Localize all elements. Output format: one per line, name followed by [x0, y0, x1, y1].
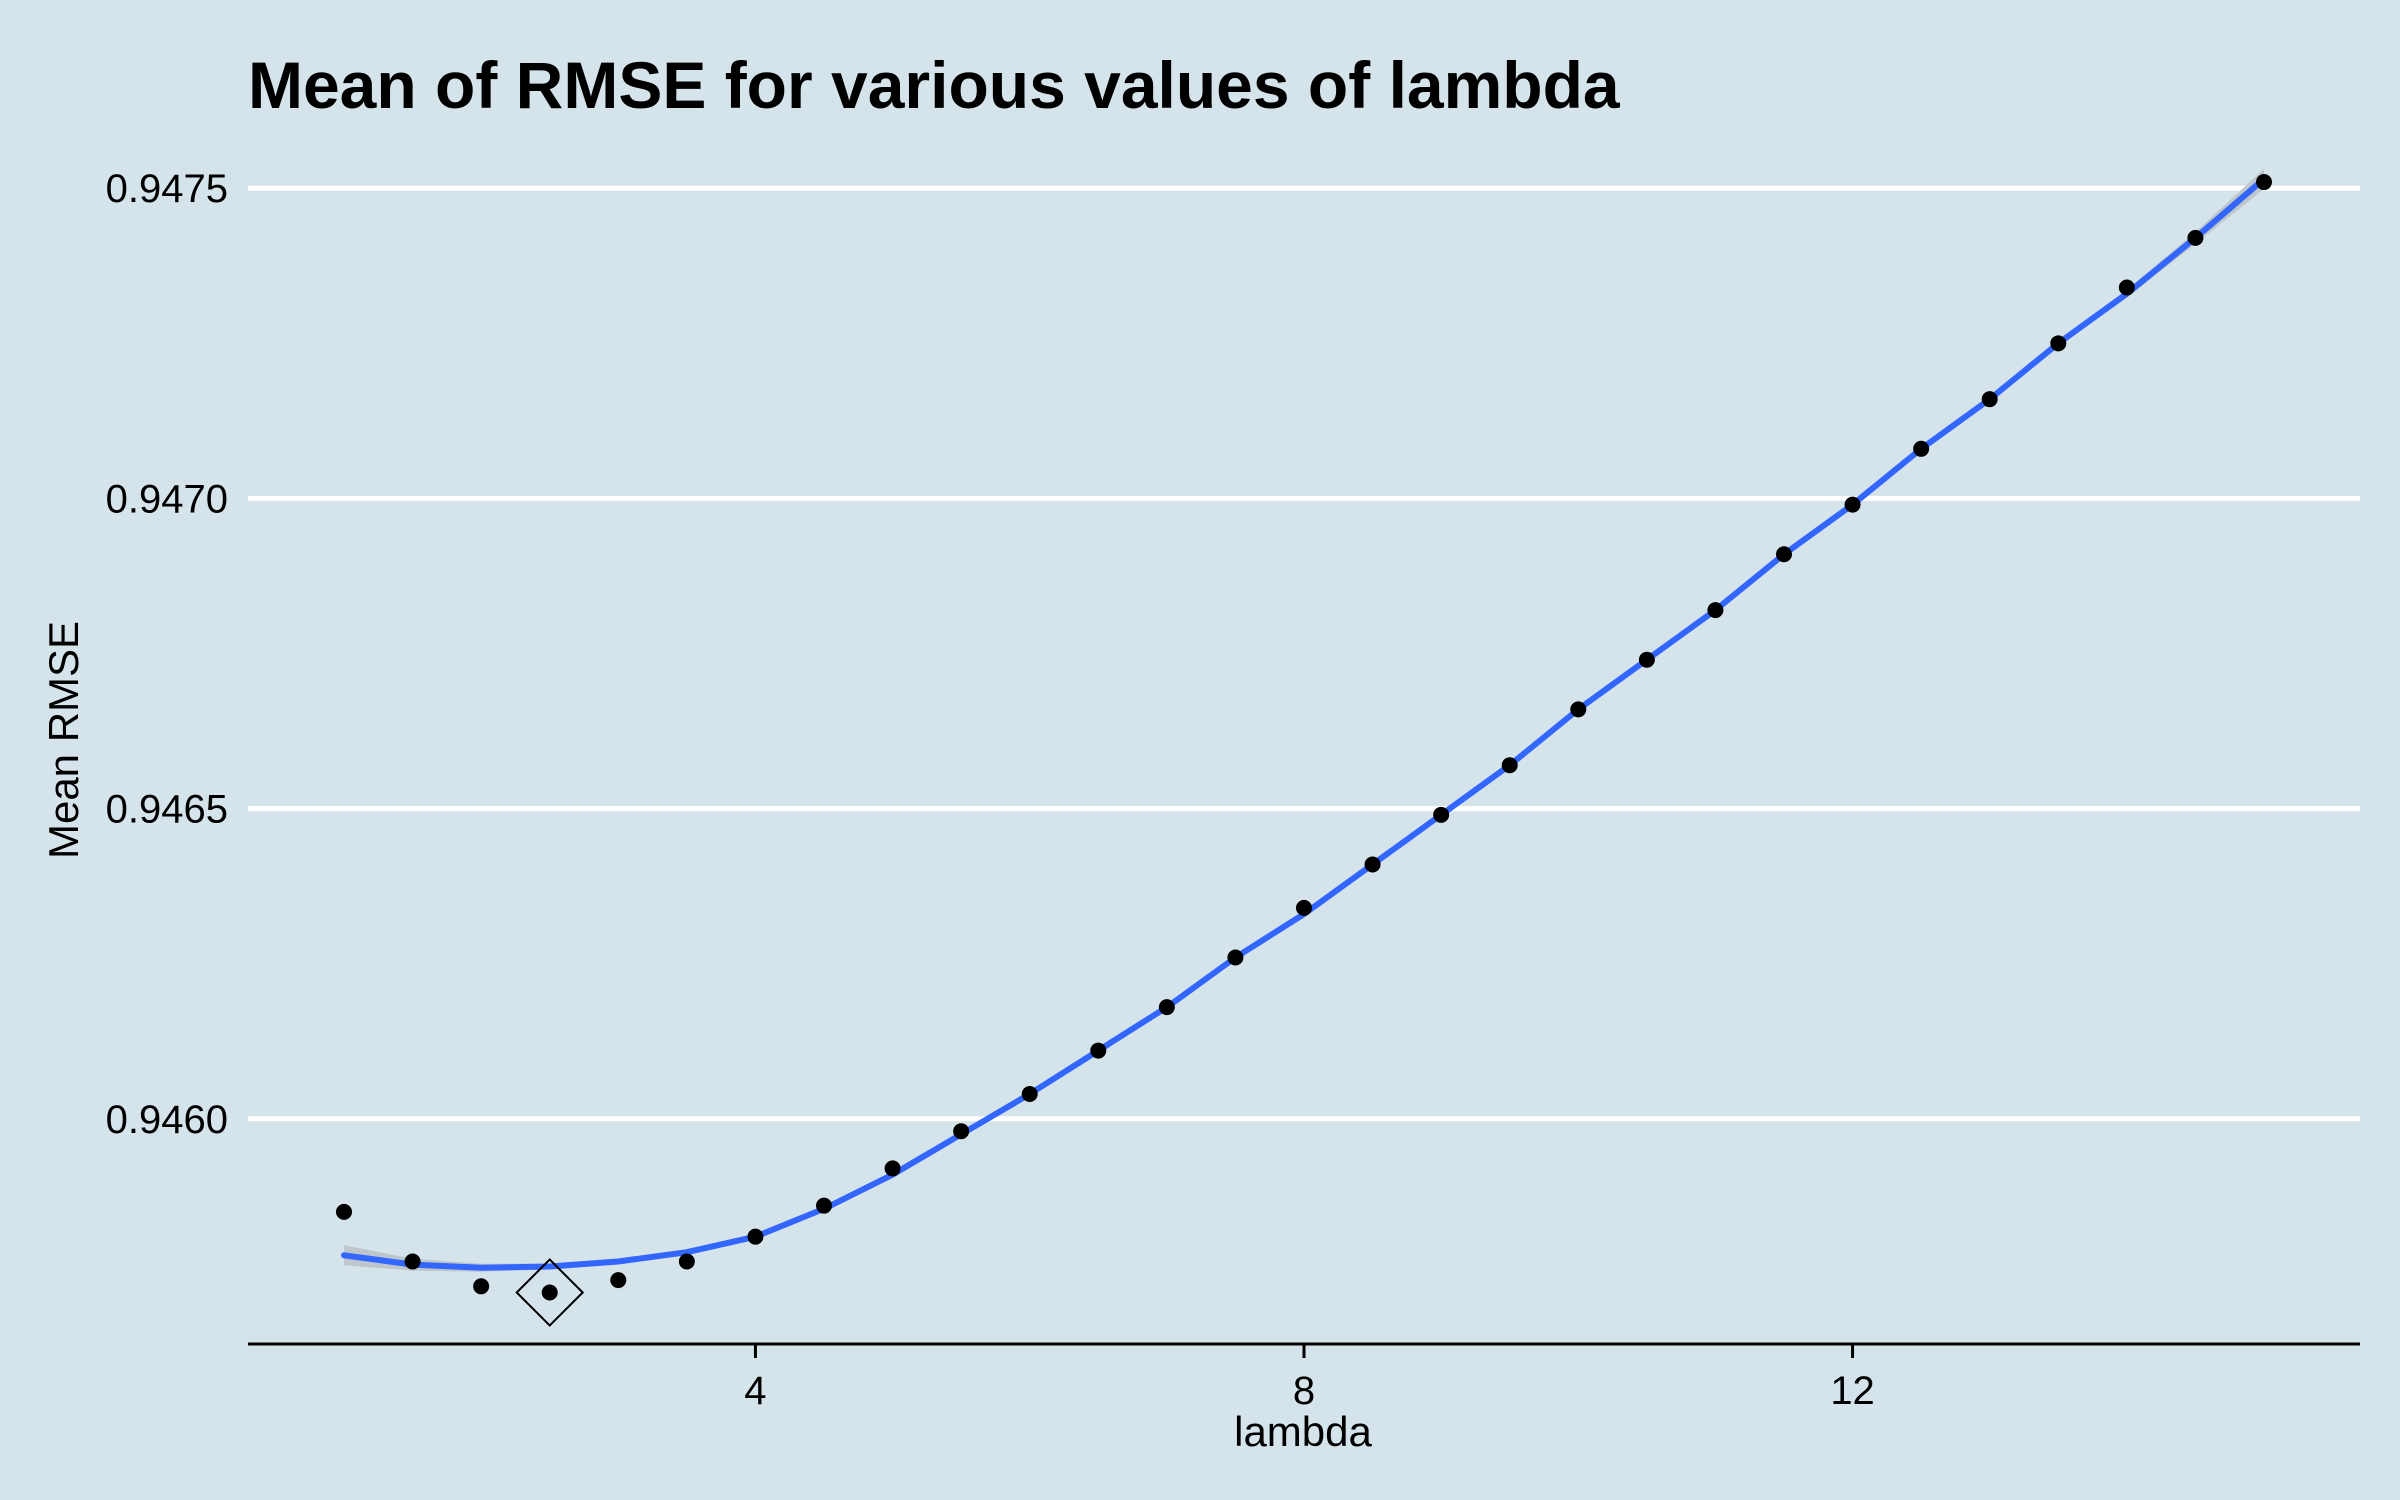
data-point	[1570, 701, 1587, 718]
x-axis-ticks: 4 8 12	[744, 1344, 1875, 1413]
data-point	[678, 1253, 695, 1270]
data-point	[1433, 806, 1450, 823]
data-point	[1501, 757, 1518, 774]
data-point	[884, 1160, 901, 1177]
x-tick-label: 8	[1293, 1369, 1315, 1413]
y-tick-label: 0.9460	[106, 1098, 228, 1142]
x-tick-label: 4	[744, 1369, 766, 1413]
grid-lines	[248, 185, 2360, 1122]
data-point	[610, 1272, 627, 1289]
data-point	[1227, 949, 1244, 966]
data-point	[1638, 651, 1655, 668]
data-point	[404, 1253, 421, 1270]
y-axis-label: Mean RMSE	[40, 621, 87, 859]
data-point	[1844, 496, 1861, 513]
data-point	[1296, 899, 1312, 916]
minimum-diamond	[515, 1258, 585, 1327]
y-axis-ticks: 0.9460 0.9465 0.9470 0.9475	[106, 167, 228, 1142]
data-point	[2256, 174, 2272, 191]
data-point	[2050, 335, 2067, 352]
data-point	[1981, 391, 1998, 408]
chart-title: Mean of RMSE for various values of lambd…	[248, 48, 1621, 122]
y-tick-label: 0.9470	[106, 477, 228, 521]
data-point	[747, 1228, 764, 1245]
data-point	[1707, 602, 1724, 619]
data-point	[473, 1278, 490, 1295]
data-point	[816, 1197, 832, 1214]
y-tick-label: 0.9475	[106, 167, 228, 211]
x-tick-label: 12	[1830, 1369, 1875, 1413]
data-point	[1021, 1085, 1038, 1102]
data-point	[953, 1123, 970, 1140]
data-point	[1364, 856, 1381, 873]
y-tick-label: 0.9465	[106, 788, 228, 832]
data-point	[2118, 279, 2135, 296]
data-point	[336, 1203, 352, 1220]
data-point	[2187, 229, 2204, 246]
x-axis-label: lambda	[1234, 1408, 1372, 1455]
data-points	[336, 174, 2272, 1301]
data-point	[1913, 440, 1930, 457]
minimum-marker	[515, 1258, 585, 1327]
data-point	[1158, 999, 1175, 1016]
data-point	[541, 1284, 558, 1301]
data-point	[1090, 1042, 1107, 1059]
data-point	[1776, 546, 1792, 563]
